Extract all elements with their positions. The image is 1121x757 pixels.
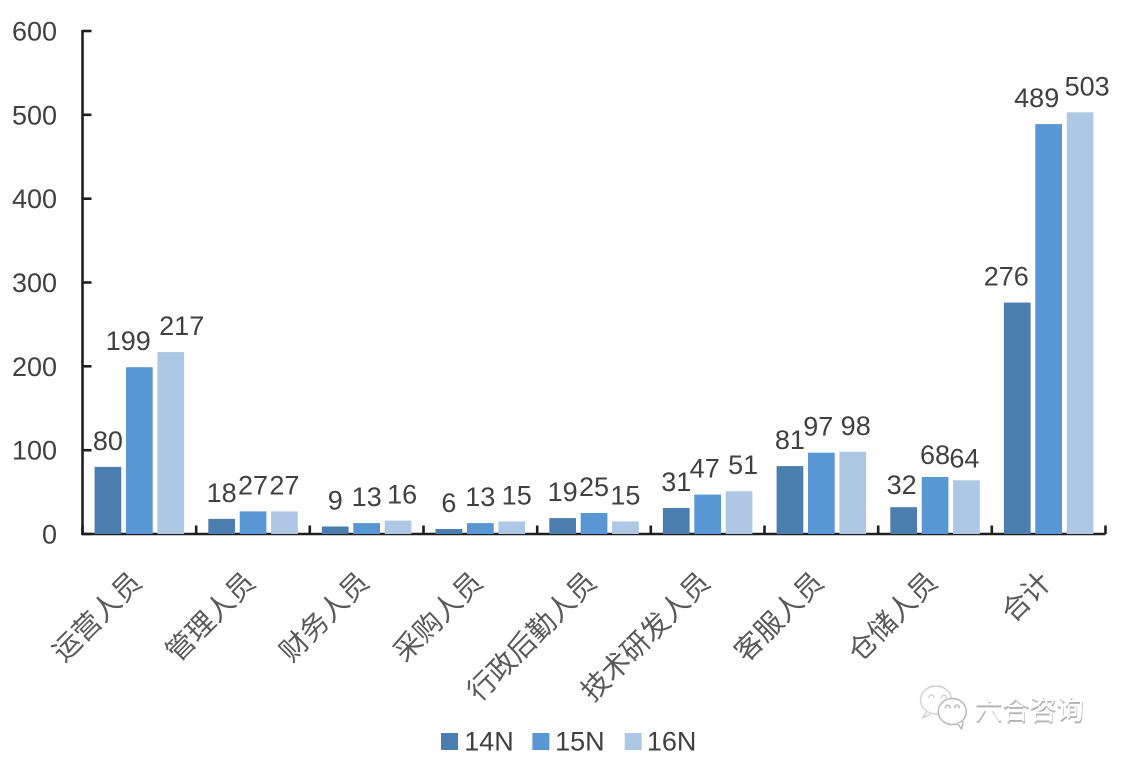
svg-text:19: 19: [548, 477, 578, 507]
svg-text:80: 80: [93, 426, 123, 456]
svg-text:31: 31: [661, 467, 691, 497]
svg-text:16: 16: [387, 480, 417, 510]
svg-text:100: 100: [12, 436, 57, 466]
svg-text:500: 500: [12, 100, 57, 130]
svg-text:6: 6: [441, 488, 456, 518]
svg-text:15N: 15N: [555, 727, 605, 757]
svg-text:98: 98: [841, 411, 871, 441]
svg-text:600: 600: [12, 17, 57, 47]
svg-text:32: 32: [887, 470, 917, 500]
svg-text:14N: 14N: [464, 727, 514, 757]
svg-text:489: 489: [1014, 83, 1059, 113]
svg-text:15: 15: [610, 480, 640, 510]
svg-text:400: 400: [12, 184, 57, 214]
svg-text:27: 27: [269, 470, 299, 500]
svg-text:47: 47: [690, 454, 720, 484]
svg-text:503: 503: [1065, 71, 1110, 101]
svg-text:68: 68: [920, 440, 950, 470]
svg-text:25: 25: [579, 472, 609, 502]
svg-text:300: 300: [12, 268, 57, 298]
svg-text:13: 13: [465, 482, 495, 512]
svg-text:13: 13: [352, 482, 382, 512]
svg-text:81: 81: [775, 425, 805, 455]
svg-text:217: 217: [159, 311, 204, 341]
svg-text:16N: 16N: [647, 727, 697, 757]
svg-text:27: 27: [238, 470, 268, 500]
svg-text:51: 51: [728, 450, 758, 480]
svg-text:9: 9: [328, 486, 343, 516]
svg-text:0: 0: [42, 520, 57, 550]
svg-text:199: 199: [106, 326, 151, 356]
svg-text:276: 276: [984, 262, 1029, 292]
svg-text:64: 64: [949, 443, 979, 473]
svg-text:18: 18: [207, 478, 237, 508]
svg-text:15: 15: [502, 480, 532, 510]
svg-text:97: 97: [803, 412, 833, 442]
svg-text:200: 200: [12, 352, 57, 382]
